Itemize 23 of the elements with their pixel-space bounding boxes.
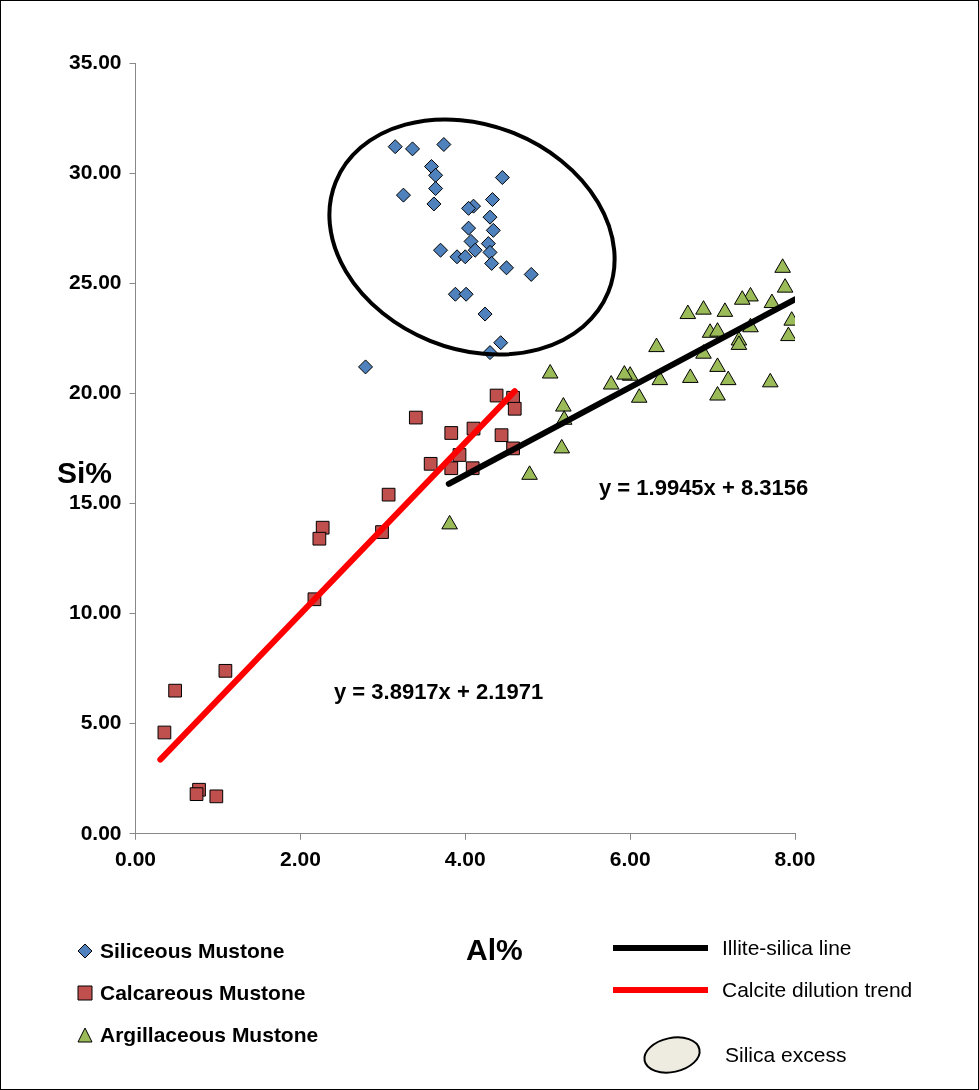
x-tick-label: 2.00 <box>279 847 321 871</box>
legend-label: Argillaceous Mustone <box>100 1023 319 1047</box>
x-tick-label: 0.00 <box>115 847 156 871</box>
annotation: y = 3.8917x + 2.1971 <box>334 679 544 705</box>
legend-label: Calcite dilution trend <box>722 978 913 1002</box>
y-tick-label: 15.00 <box>68 490 122 514</box>
x-axis-title: Al% <box>466 933 523 967</box>
annotation: y = 1.9945x + 8.3156 <box>599 475 809 501</box>
x-tick-label: 6.00 <box>609 847 651 871</box>
y-tick-label: 10.00 <box>68 600 122 624</box>
y-tick-label: 5.00 <box>80 710 122 734</box>
y-tick-label: 20.00 <box>68 380 122 404</box>
legend-label: Siliceous Mustone <box>100 939 285 963</box>
y-tick-label: 25.00 <box>68 270 122 294</box>
legend-label: Calcareous Mustone <box>100 981 306 1005</box>
y-tick-label: 30.00 <box>68 159 122 183</box>
legend-label: Illite-silica line <box>722 936 852 960</box>
x-tick-label: 4.00 <box>444 847 486 871</box>
y-axis-title: Si% <box>57 456 113 490</box>
y-tick-label: 0.00 <box>80 820 122 844</box>
y-tick-label: 35.00 <box>68 49 122 73</box>
x-tick-label: 8.00 <box>774 847 816 871</box>
text: Silica excess <box>725 1043 847 1067</box>
